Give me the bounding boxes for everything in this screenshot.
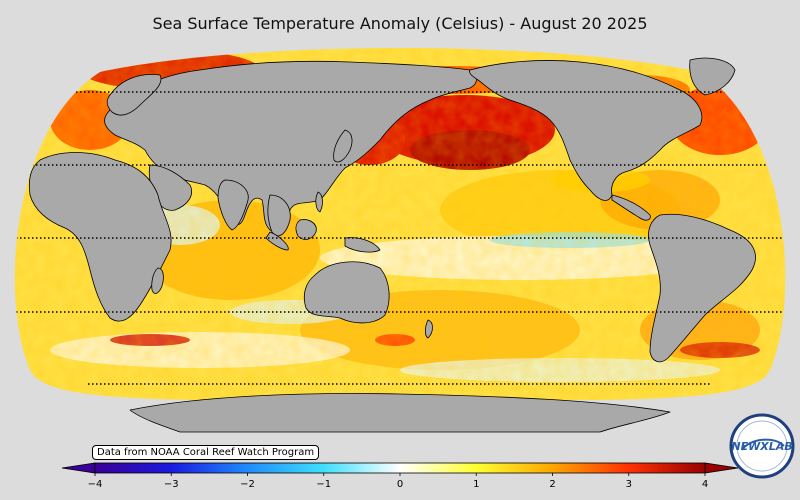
colorbar-tick-label: −3 (164, 479, 179, 490)
greenland-landmass (689, 57, 736, 96)
colorbar-right-arrow (704, 462, 739, 474)
madagascar-landmass (151, 267, 164, 294)
map-title: Sea Surface Temperature Anomaly (Celsius… (152, 14, 648, 33)
philippines-landmass (315, 191, 323, 213)
colorbar-tick-label: −1 (316, 479, 331, 490)
logo-text: NEWXLAB (731, 440, 792, 453)
latitude-lines (14, 91, 786, 313)
colorbar-tick-label: 4 (702, 479, 708, 490)
newx-lab-logo: NEWXLAB (729, 413, 795, 479)
central-america-landmass (611, 194, 651, 221)
data-credit-label: Data from NOAA Coral Reef Watch Program (92, 445, 320, 460)
borneo-landmass (295, 219, 317, 240)
colorbar-tick-label: 2 (549, 479, 555, 490)
antarctica-landmass (129, 393, 671, 433)
colorbar-tick-label: 1 (473, 479, 479, 490)
colorbar: −4 −3 −2 −1 0 1 2 3 4 (61, 462, 739, 490)
australia-landmass (303, 261, 390, 324)
colorbar-tick-label: −4 (88, 479, 103, 490)
africa-landmass (28, 152, 172, 322)
colorbar-gradient (94, 462, 706, 474)
land-layer (28, 57, 756, 433)
new-guinea-landmass (344, 237, 381, 253)
south-america-landmass (648, 213, 756, 363)
india-landmass (217, 179, 249, 231)
colorbar-tick-label: 0 (397, 479, 403, 490)
indochina-landmass (267, 194, 291, 237)
colorbar-ticks: −4 −3 −2 −1 0 1 2 3 4 (88, 473, 708, 490)
colorbar-tick-label: −2 (240, 479, 255, 490)
colorbar-tick-label: 3 (626, 479, 632, 490)
japan-landmass (333, 129, 353, 163)
colorbar-left-arrow (61, 462, 96, 474)
north-america-landmass (469, 60, 703, 201)
scandinavia-landmass (106, 73, 162, 116)
sumatra-landmass (265, 231, 289, 251)
new-zealand-landmass (424, 319, 433, 339)
